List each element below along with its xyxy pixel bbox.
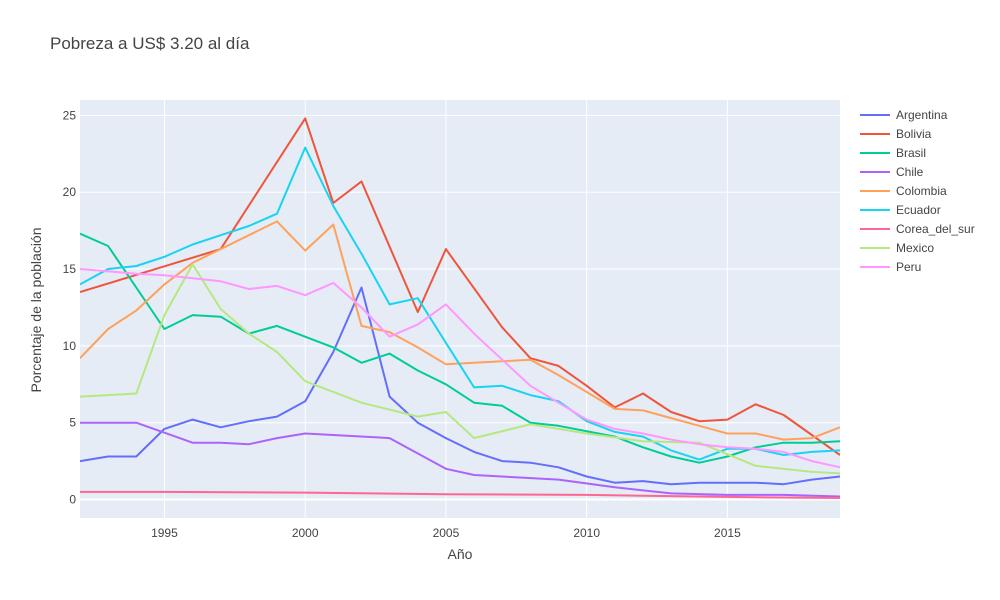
legend-swatch <box>860 246 890 249</box>
series-line-mexico <box>80 263 840 475</box>
y-tick-label: 25 <box>63 108 77 122</box>
series-line-bolivia <box>80 117 840 456</box>
legend-label: Peru <box>896 259 922 274</box>
y-tick-label: 5 <box>69 416 76 430</box>
x-tick-label: 2005 <box>433 526 460 540</box>
legend-item-ecuador[interactable]: Ecuador <box>860 200 975 219</box>
legend-label: Colombia <box>896 183 947 198</box>
x-tick-label: 2010 <box>573 526 600 540</box>
legend-item-corea-del-sur[interactable]: Corea_del_sur <box>860 219 975 238</box>
legend-label: Corea_del_sur <box>896 221 975 236</box>
series-line-peru <box>80 268 840 469</box>
legend-item-mexico[interactable]: Mexico <box>860 238 975 257</box>
legend-swatch <box>860 265 890 268</box>
y-axis-title: Porcentaje de la población <box>28 227 44 393</box>
legend-swatch <box>860 170 890 173</box>
legend-item-argentina[interactable]: Argentina <box>860 105 975 124</box>
y-tick-label: 20 <box>63 185 77 199</box>
legend-item-colombia[interactable]: Colombia <box>860 181 975 200</box>
legend-label: Argentina <box>896 107 948 122</box>
legend-swatch <box>860 113 890 116</box>
legend-label: Brasil <box>896 145 927 160</box>
legend-swatch <box>860 132 890 135</box>
series-line-chile <box>80 421 840 498</box>
legend-label: Chile <box>896 164 924 179</box>
legend-label: Mexico <box>896 240 935 255</box>
legend-swatch <box>860 151 890 154</box>
legend-item-chile[interactable]: Chile <box>860 162 975 181</box>
y-tick-label: 0 <box>69 493 76 507</box>
legend-item-brasil[interactable]: Brasil <box>860 143 975 162</box>
legend-item-peru[interactable]: Peru <box>860 257 975 276</box>
legend-label: Bolivia <box>896 126 932 141</box>
legend[interactable]: Argentina Bolivia Brasil Chile Colombia Ecuad… <box>860 105 975 276</box>
x-tick-label: 2000 <box>292 526 319 540</box>
legend-item-bolivia[interactable]: Bolivia <box>860 124 975 143</box>
series-line-corea-del-sur <box>80 490 840 499</box>
chart-title: Pobreza a US$ 3.20 al día <box>50 34 250 53</box>
plot-area <box>80 100 840 518</box>
legend-swatch <box>860 189 890 192</box>
legend-swatch <box>860 227 890 230</box>
x-tick-label: 1995 <box>151 526 178 540</box>
series-line-brasil <box>80 232 840 464</box>
y-tick-label: 10 <box>63 339 77 353</box>
x-axis-title: Año <box>447 546 473 562</box>
series-line-ecuador <box>80 146 840 461</box>
y-tick-label: 15 <box>63 262 77 276</box>
legend-swatch <box>860 208 890 211</box>
x-tick-label: 2015 <box>714 526 741 540</box>
legend-label: Ecuador <box>896 202 941 217</box>
series-line-argentina <box>80 286 840 486</box>
